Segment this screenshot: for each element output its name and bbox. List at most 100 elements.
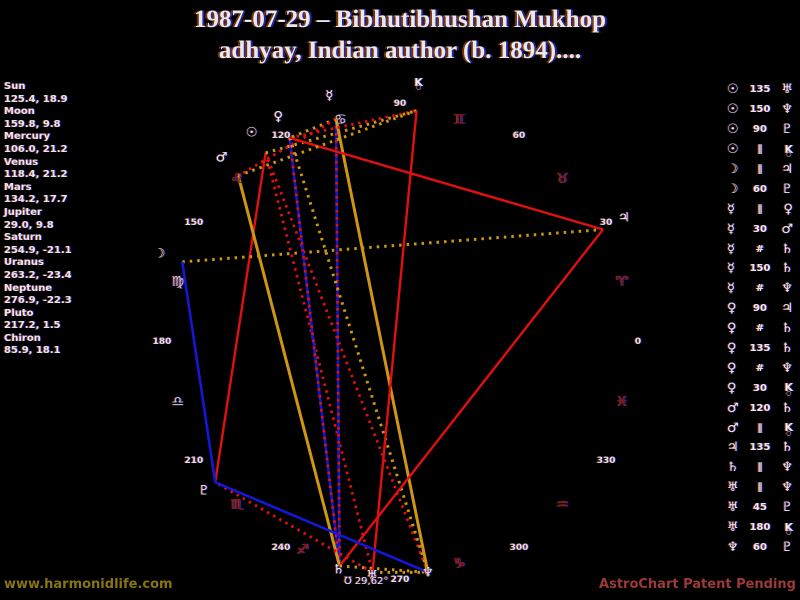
aspect-line-uranus-pluto bbox=[214, 481, 374, 574]
aspect-row: ♅ 180 K ○ bbox=[727, 518, 793, 538]
planet-glyph-venus: ♀ bbox=[273, 109, 283, 125]
planet-glyph-jupiter: ♃ bbox=[618, 210, 630, 226]
planet-coords-neptune: 276.9, -22.3 bbox=[4, 295, 72, 307]
aspect-planet2-glyph: ♆ bbox=[781, 281, 793, 297]
planet-coords-uranus: 263.2, -23.4 bbox=[4, 269, 72, 281]
planet-name-jupiter: Jupiter bbox=[4, 206, 42, 218]
aspect-line-sun-pluto bbox=[214, 152, 267, 483]
aspect-planet2-glyph: ♄ bbox=[781, 440, 793, 456]
planet-coords-mars: 134.2, 17.7 bbox=[4, 194, 68, 206]
zodiac-sign-leo: ♌ bbox=[231, 171, 244, 188]
aspect-row: ☿ 150 ♄ bbox=[727, 259, 793, 279]
planet-name-uranus: Uranus bbox=[4, 257, 44, 269]
aspect-planet1-glyph: ♆ bbox=[727, 539, 739, 555]
aspect-line-mercury-mars bbox=[237, 117, 337, 177]
degree-label-330: 330 bbox=[596, 456, 616, 466]
aspect-planet2-glyph: ♃ bbox=[781, 301, 793, 317]
planet-name-pluto: Pluto bbox=[4, 307, 34, 319]
aspect-planet2-glyph: K ○ bbox=[784, 520, 793, 537]
aspect-planet2-glyph: ♆ bbox=[781, 360, 793, 376]
aspect-planet2-glyph: K ○ bbox=[784, 421, 793, 437]
aspect-planet1-glyph: ☿ bbox=[727, 221, 735, 237]
planet-glyph-neptune: ♆ bbox=[422, 565, 434, 581]
aspect-row: ♀ 135 ♄ bbox=[727, 339, 793, 359]
planet-glyph-saturn: ♄ bbox=[332, 562, 345, 578]
zodiac-sign-cancer: ♋ bbox=[334, 111, 347, 128]
zodiac-sign-aries: ♈ bbox=[615, 274, 629, 291]
aspect-row: ♅ ∥ ♆ bbox=[727, 478, 793, 498]
degree-label-150: 150 bbox=[184, 218, 204, 228]
aspect-row: ♀ 30 K ○ bbox=[727, 378, 793, 398]
aspect-row: ☿ ∥ ♀ bbox=[727, 199, 793, 219]
zodiac-sign-pisces: ♓ bbox=[615, 393, 629, 410]
aspect-planet2-glyph: ♆ bbox=[781, 480, 793, 496]
aspect-planet1-glyph: ☉ bbox=[727, 102, 739, 118]
planet-name-saturn: Saturn bbox=[4, 232, 42, 244]
aspect-planet2-glyph: ♇ bbox=[781, 539, 793, 555]
aspect-line-mars-chiron bbox=[237, 109, 418, 178]
aspect-symbol: 180 bbox=[749, 522, 771, 534]
aspect-row: ☉ 150 ♆ bbox=[727, 100, 793, 120]
aspect-symbol: # bbox=[755, 283, 765, 295]
aspect-symbol: ∥ bbox=[757, 164, 763, 175]
aspect-planet1-glyph: ☉ bbox=[727, 82, 739, 98]
aspect-symbol: # bbox=[755, 323, 765, 335]
aspect-symbol: 135 bbox=[749, 442, 771, 454]
aspect-symbol: 60 bbox=[753, 541, 767, 553]
aspect-planet2-glyph: ♇ bbox=[781, 500, 793, 516]
aspect-planet1-glyph: ☿ bbox=[727, 281, 735, 297]
planet-coords-saturn: 254.9, -21.1 bbox=[4, 244, 72, 256]
website-watermark: www.harmonidlife.com bbox=[4, 577, 173, 592]
degree-label-180: 180 bbox=[152, 337, 172, 347]
degree-label-210: 210 bbox=[184, 456, 204, 466]
aspect-row: ♆ 60 ♇ bbox=[727, 537, 793, 557]
aspect-symbol: ∥ bbox=[757, 462, 763, 474]
aspect-line-venus-saturn bbox=[288, 137, 341, 567]
aspect-row: ☉ ∥ K ○ bbox=[727, 140, 793, 160]
planet-coords-chiron: 85.9, 18.1 bbox=[4, 345, 61, 357]
planet-glyph-moon: ☽ bbox=[153, 246, 166, 262]
aspect-planet1-glyph: ♀ bbox=[727, 301, 737, 317]
degree-label-90: 90 bbox=[393, 99, 407, 109]
aspect-planet1-glyph: ♄ bbox=[727, 460, 739, 476]
aspect-symbol: # bbox=[755, 362, 765, 374]
aspect-line-jupiter-saturn bbox=[338, 228, 604, 567]
aspect-row: ☉ 135 ♅ bbox=[727, 80, 793, 100]
aspect-planet1-glyph: ♅ bbox=[727, 500, 739, 516]
aspect-symbol: ∥ bbox=[757, 482, 763, 494]
aspect-line-sun-neptune bbox=[264, 152, 430, 573]
node-degree-label: ℧ 29,62° bbox=[344, 576, 389, 587]
chart-title-line2: adhyay, Indian author (b. 1894).... bbox=[218, 37, 582, 64]
aspect-symbol: ∥ bbox=[757, 203, 763, 215]
aspect-planet1-glyph: ♂ bbox=[727, 400, 739, 416]
aspect-line-moon-pluto bbox=[180, 261, 217, 483]
aspect-line-moon-jupiter bbox=[182, 228, 604, 264]
aspect-planet2-glyph: ♂ bbox=[781, 221, 793, 237]
planet-coords-venus: 118.4, 21.2 bbox=[4, 169, 68, 181]
aspect-line-mercury-neptune bbox=[334, 118, 430, 573]
aspect-symbol: 90 bbox=[753, 303, 767, 315]
planet-glyph-mercury: ☿ bbox=[325, 88, 334, 104]
planet-position-panel: Sun 125.4, 18.9 Moon 159.8, 9.8 Mercury 106.0… bbox=[4, 81, 124, 358]
zodiac-sign-aquarius: ♒ bbox=[556, 496, 569, 513]
aspect-row: ♄ ∥ ♆ bbox=[727, 458, 793, 478]
aspect-planet2-glyph: ♇ bbox=[781, 122, 793, 138]
aspect-symbol: 60 bbox=[753, 183, 767, 195]
aspect-symbol: # bbox=[755, 243, 765, 255]
aspect-planet2-glyph: ♆ bbox=[781, 102, 793, 118]
aspect-row: ♀ # ♄ bbox=[727, 319, 793, 339]
planet-coords-sun: 125.4, 18.9 bbox=[4, 93, 68, 105]
aspect-list-panel: ☉ 135 ♅ ☉ 150 ♆ ☉ 90 ♇ ☉ ∥ K ○ ☽ ∥ ♃ ☽ 60 ♇ ☿ ∥ ♀ ☿ 30 ♂ ☿ # ♄ ☿ 150 ♄… bbox=[727, 80, 793, 557]
zodiac-sign-capricorn: ♑ bbox=[453, 556, 466, 573]
aspect-symbol: 135 bbox=[749, 343, 771, 355]
aspect-line-venus-neptune bbox=[288, 137, 430, 573]
aspect-planet1-glyph: ☿ bbox=[727, 241, 735, 257]
planet-name-venus: Venus bbox=[4, 156, 39, 168]
aspect-planet2-glyph: ♄ bbox=[781, 321, 793, 337]
aspect-row: ☉ 90 ♇ bbox=[727, 120, 793, 140]
aspect-planet2-glyph: ♄ bbox=[781, 341, 793, 357]
aspect-planet1-glyph: ♀ bbox=[727, 341, 737, 357]
aspect-symbol: 120 bbox=[749, 402, 771, 414]
